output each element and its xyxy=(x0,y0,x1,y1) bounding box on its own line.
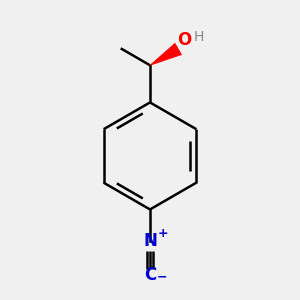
Text: −: − xyxy=(157,271,167,284)
Text: N: N xyxy=(143,232,157,250)
Text: O: O xyxy=(177,31,191,49)
Text: H: H xyxy=(194,30,204,44)
Text: C: C xyxy=(144,266,156,284)
Text: +: + xyxy=(158,227,169,240)
Polygon shape xyxy=(150,43,182,65)
